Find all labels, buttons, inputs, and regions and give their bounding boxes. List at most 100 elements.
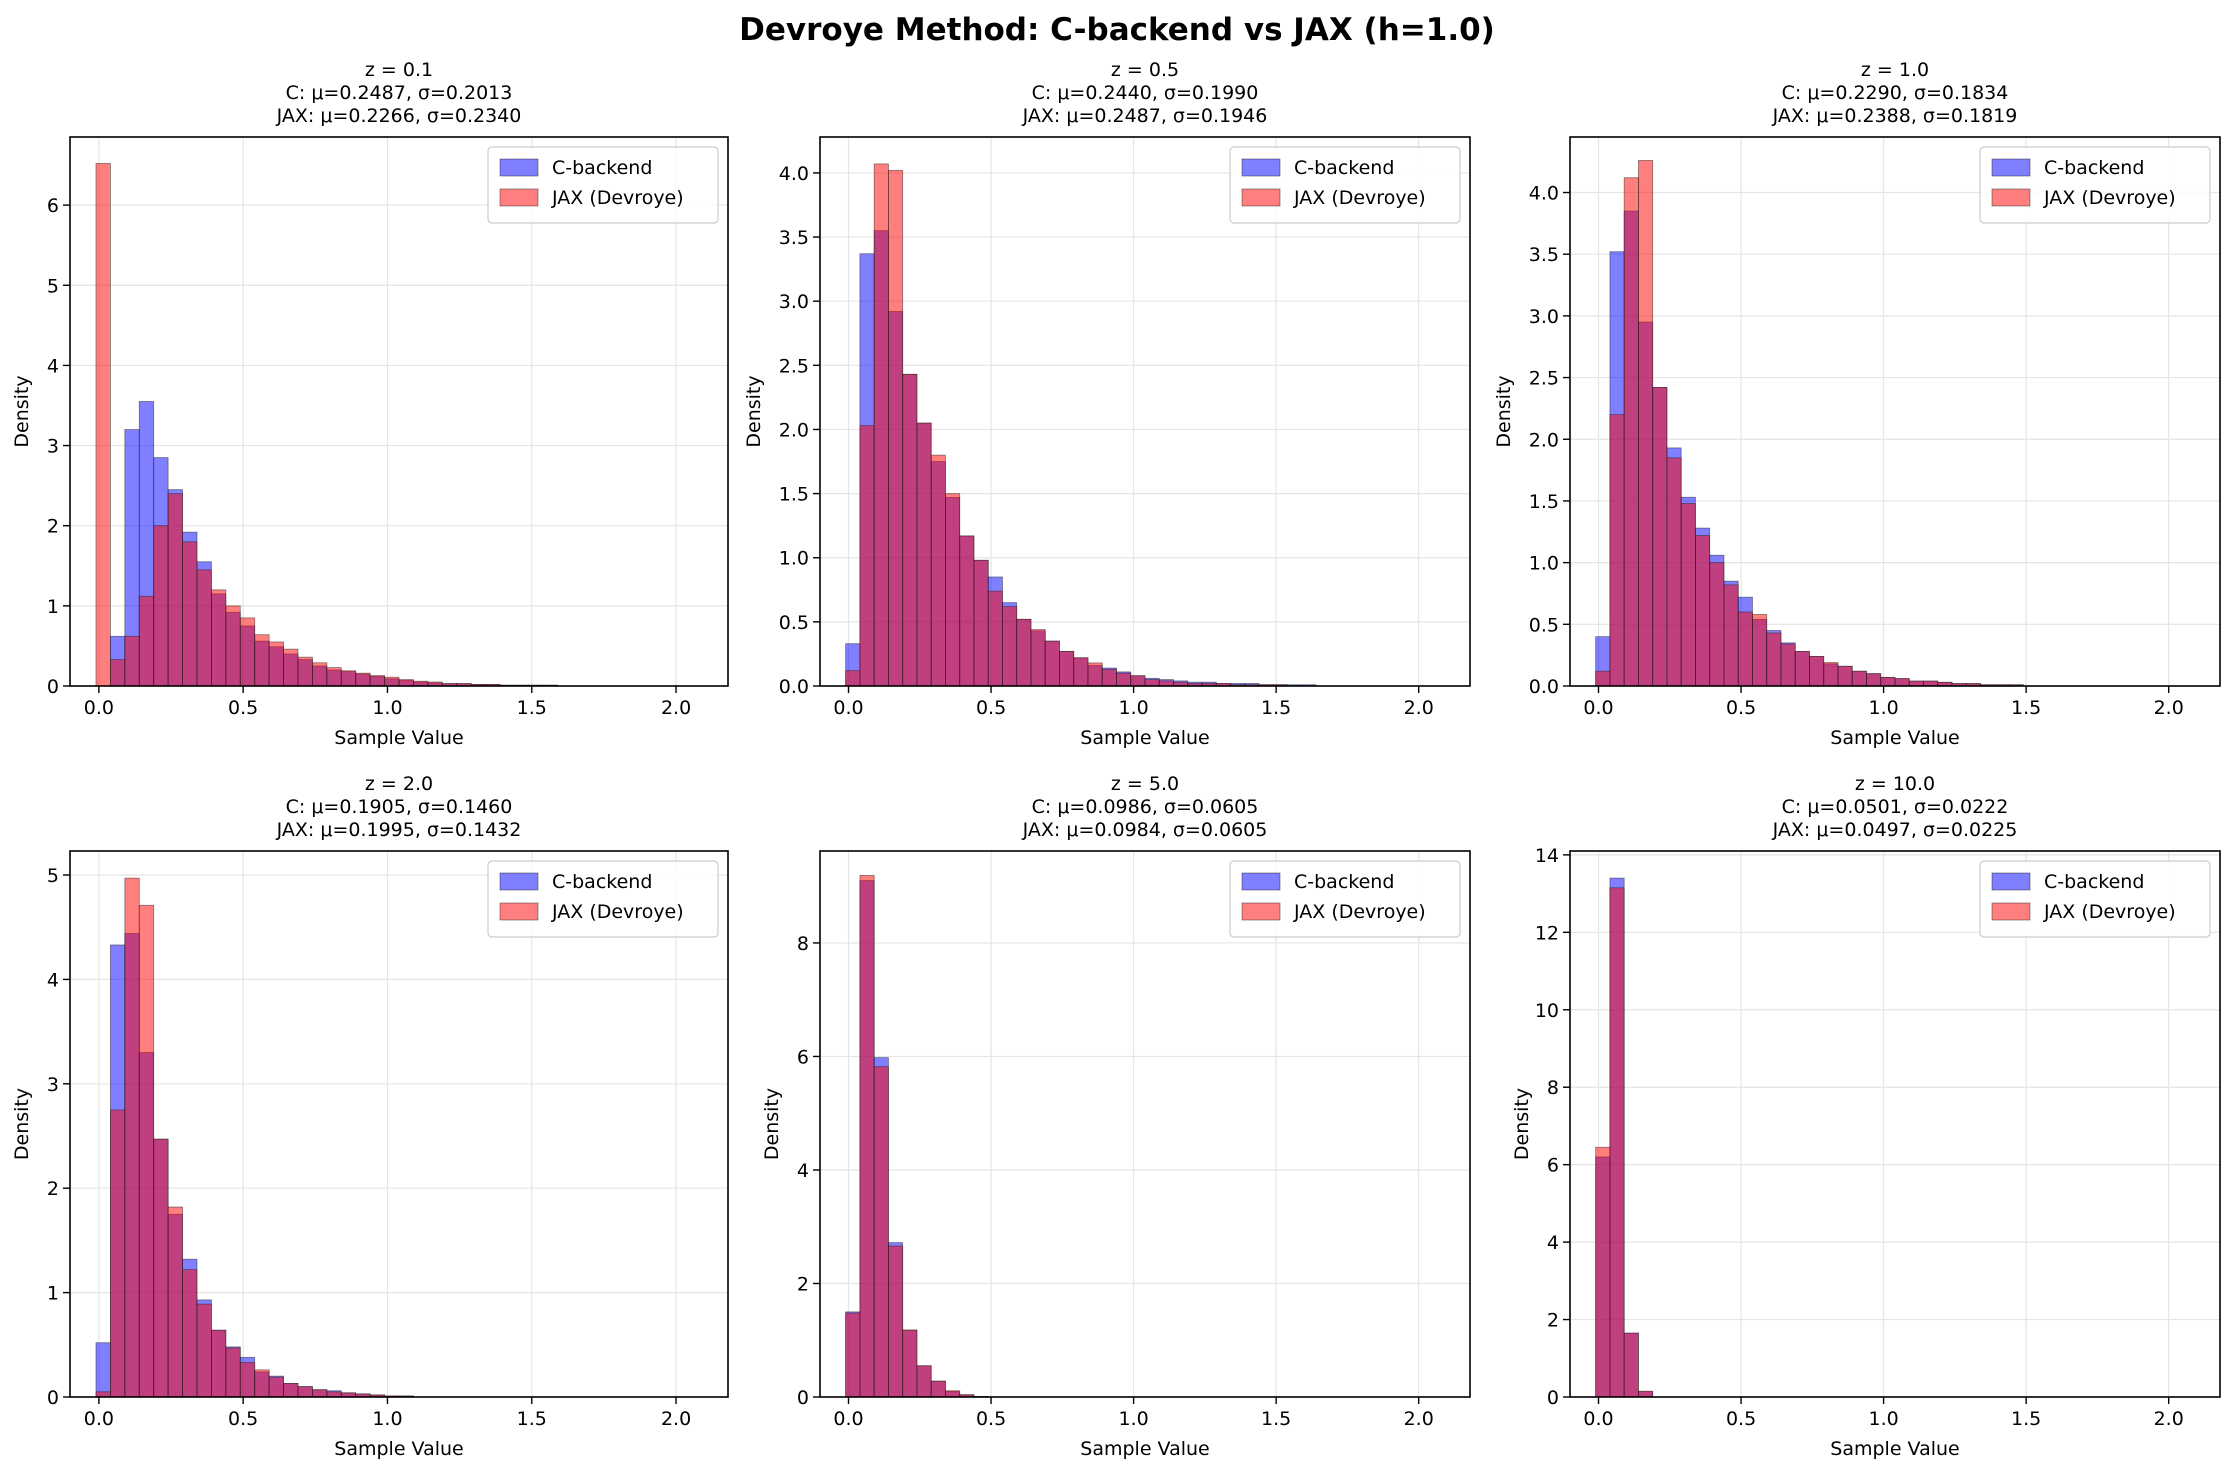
y-tick-label: 0.5 [779,612,809,634]
y-tick-label: 2 [47,1178,59,1200]
bar-jax [1073,657,1089,687]
legend-box [1979,860,2211,938]
x-tick-label: 1.5 [1261,697,1291,719]
x-tick-label: 1.5 [1261,1408,1291,1430]
y-tick-label: 3 [47,436,59,458]
bar-jax [1623,1332,1639,1398]
bar-jax [916,1365,932,1398]
subplot-title-line-2: C: μ=0.0501, σ=0.0222 [1782,796,2009,818]
y-tick-label: 0 [797,1387,809,1409]
x-tick-label: 0.5 [976,1408,1006,1430]
x-tick-label: 2.0 [2154,697,2184,719]
axes-frame [819,850,1471,1398]
bar-jax [196,1303,212,1398]
legend: C-backend JAX (Devroye) [1979,860,2211,938]
y-tick-label: 6 [1547,1155,1559,1177]
subplot-title-line-3: JAX: μ=0.1995, σ=0.1432 [276,819,522,841]
x-tick-label: 1.0 [372,697,402,719]
bar-jax [182,1269,198,1398]
x-tick-label: 2.0 [1404,1408,1434,1430]
bar-jax [987,590,1003,687]
y-tick-label: 8 [797,933,809,955]
y-axis-label: Density [1493,375,1515,447]
bar-jax [1709,562,1725,687]
y-tick-label: 3.5 [1529,244,1559,266]
legend: C-backend JAX (Devroye) [1229,860,1461,938]
bar-jax [1044,640,1060,687]
legend-entry-c-backend: C-backend [1294,157,1394,179]
bar-jax [930,454,946,687]
legend-swatch [499,188,539,207]
y-tick-label: 3.5 [779,227,809,249]
subplot-title-line-3: JAX: μ=0.2266, σ=0.2340 [276,105,522,127]
y-axis-label: Density [743,375,765,447]
bar-jax [283,648,299,687]
bar-jax [1130,675,1146,687]
legend-swatch [1241,188,1281,207]
y-tick-label: 6 [47,195,59,217]
y-tick-label: 4.0 [779,163,809,185]
bar-jax [1866,673,1882,687]
bar-jax [845,1312,861,1398]
bar-jax [167,1206,183,1398]
legend-entry-jax: JAX (Devroye) [1293,187,1426,209]
y-axis-label: Density [761,1088,783,1160]
y-tick-label: 5 [47,275,59,297]
x-tick-label: 1.5 [517,1408,547,1430]
bar-jax [930,1380,946,1398]
legend-box [487,146,719,224]
bar-jax [268,1376,284,1398]
bar-jax [873,1066,889,1398]
subplot-title-line-3: JAX: μ=0.2388, σ=0.1819 [1772,105,2018,127]
bar-jax [1766,632,1782,687]
bar-jax [312,1389,328,1398]
legend-swatch [499,902,539,921]
subplot-title-line-1: z = 5.0 [1111,773,1179,795]
subplot-title-line-1: z = 10.0 [1855,773,1935,795]
y-tick-label: 1 [47,1283,59,1305]
subplot-title-line-1: z = 1.0 [1861,59,1929,81]
y-tick-label: 4 [47,355,59,377]
bar-jax [1638,160,1654,687]
bar-jax [138,904,155,1398]
y-tick-label: 1 [47,596,59,618]
bar-jax [182,541,198,687]
y-tick-label: 14 [1535,845,1559,867]
legend-swatch [1991,902,2031,921]
legend-entry-c-backend: C-backend [552,157,652,179]
bar-jax [211,1329,227,1398]
x-tick-label: 1.0 [372,1408,402,1430]
bar-jax [1609,414,1625,687]
subplot-title-line-1: z = 0.1 [365,59,433,81]
bar-jax [124,635,140,687]
y-tick-label: 8 [1547,1077,1559,1099]
y-tick-label: 1.5 [1529,491,1559,513]
x-axis-label: Sample Value [1080,727,1209,749]
x-tick-label: 0.0 [84,697,114,719]
legend-swatch [1241,158,1281,177]
axes-frame [1569,850,2221,1398]
bar-jax [1002,606,1018,687]
bar-jax [239,617,256,687]
bar-jax [1609,887,1625,1398]
y-tick-label: 0.0 [779,676,809,698]
y-tick-label: 1.0 [1529,553,1559,575]
y-tick-label: 0 [47,676,59,698]
subplot-title-line-2: C: μ=0.2290, σ=0.1834 [1782,82,2009,104]
bar-jax [268,641,284,687]
legend-swatch [1241,902,1281,921]
legend-entry-jax: JAX (Devroye) [2043,187,2176,209]
x-tick-label: 1.0 [1118,697,1148,719]
y-tick-label: 0 [47,1387,59,1409]
subplot-title-line-2: C: μ=0.0986, σ=0.0605 [1032,796,1259,818]
bar-jax [1695,535,1711,687]
bar-jax [1016,618,1032,687]
axes-frame [69,136,729,687]
bar-jax [369,675,385,687]
y-axis-label: Density [1511,1088,1533,1160]
